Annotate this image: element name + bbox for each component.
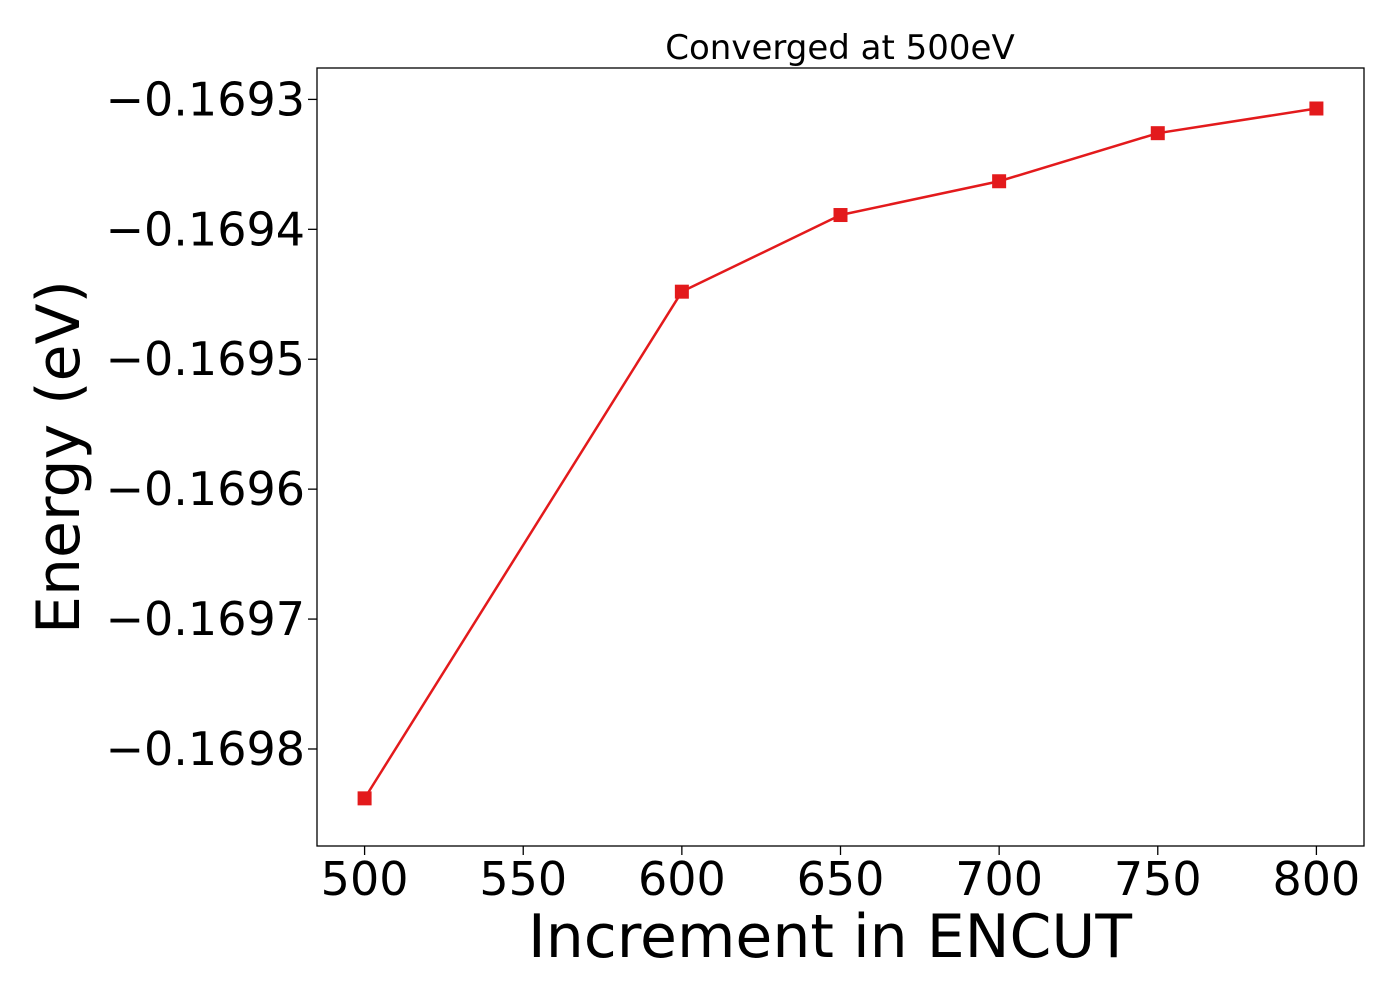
data-point-marker <box>357 791 372 806</box>
x-tick-label: 500 <box>321 852 409 906</box>
x-tick-label: 650 <box>797 852 885 906</box>
y-tick-label: −0.1693 <box>106 72 306 126</box>
x-tick-label: 600 <box>638 852 726 906</box>
data-point-marker <box>674 284 689 299</box>
chart-title: Converged at 500eV <box>665 28 1014 68</box>
data-point-marker <box>1150 126 1165 141</box>
y-tick-label: −0.1697 <box>106 592 306 646</box>
series-line <box>363 107 1317 800</box>
data-point-marker <box>833 208 848 223</box>
y-axis-label: Energy (eV) <box>24 280 94 634</box>
y-tick-label: −0.1695 <box>106 332 306 386</box>
x-tick-label: 550 <box>479 852 567 906</box>
x-tick-label: 750 <box>1114 852 1202 906</box>
plot-frame <box>316 67 1365 847</box>
data-point-marker <box>1309 101 1324 116</box>
data-point-marker <box>992 174 1007 189</box>
y-tick-label: −0.1696 <box>106 462 306 516</box>
y-tick-label: −0.1698 <box>106 722 306 776</box>
x-tick-label: 700 <box>955 852 1043 906</box>
x-axis-label: Increment in ENCUT <box>528 902 1132 972</box>
x-tick-label: 800 <box>1273 852 1361 906</box>
axis-ticks: 500 550 600 650 700 750 800 −0.1693 −0.1694 −0.16… <box>106 72 1361 906</box>
data-series <box>357 101 1324 806</box>
y-tick-label: −0.1694 <box>106 202 306 256</box>
